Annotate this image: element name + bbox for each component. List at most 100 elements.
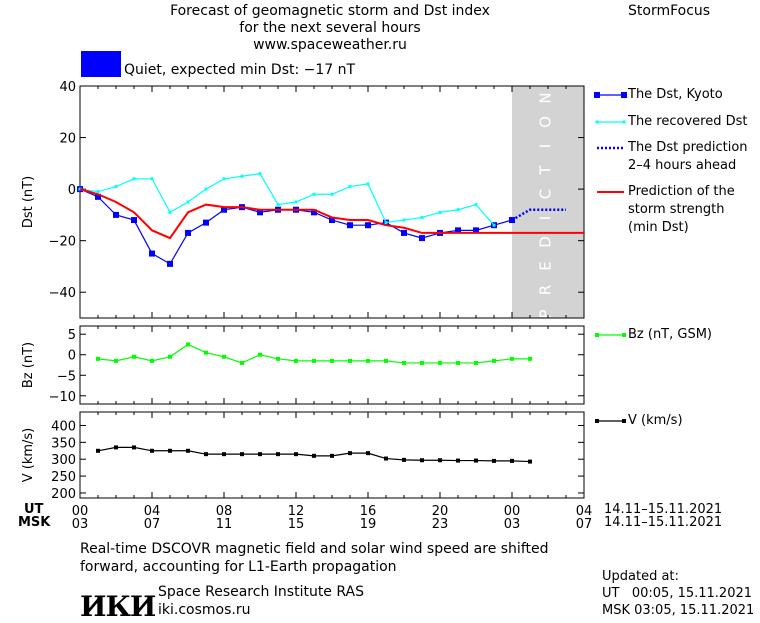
legend-kyoto-glyph-marker <box>621 92 627 98</box>
data-point <box>149 250 155 257</box>
data-point <box>456 458 460 463</box>
ut-tick-label: 12 <box>288 504 305 519</box>
data-point <box>204 187 208 191</box>
data-point <box>311 209 317 216</box>
legend-dst-prediction: The Dst prediction 2–4 hours ahead <box>628 139 748 175</box>
legend-bz: Bz (nT, GSM) <box>628 327 713 342</box>
data-point <box>258 352 262 357</box>
y-tick-label: 250 <box>51 470 76 485</box>
data-point <box>150 177 154 181</box>
data-point <box>492 223 496 227</box>
y-tick-label: −40 <box>49 286 76 301</box>
data-point <box>312 192 316 196</box>
msk-tick-label: 11 <box>216 517 233 532</box>
data-point <box>167 260 173 267</box>
data-point <box>222 177 226 181</box>
updated-label: Updated at: <box>602 569 679 584</box>
data-point <box>402 218 406 222</box>
y-tick-label: −5 <box>57 369 76 384</box>
updated-ut: UT 00:05, 15.11.2021 <box>602 586 753 601</box>
data-point <box>473 227 479 234</box>
msk-tick-label: 07 <box>144 517 161 532</box>
data-point <box>186 342 190 347</box>
title-line-2: for the next several hours <box>239 20 421 36</box>
legend-v-glyph-marker <box>622 419 626 423</box>
data-point <box>258 172 262 176</box>
msk-tick-label: 03 <box>504 517 521 532</box>
data-point <box>455 227 461 234</box>
ut-tick-label: 16 <box>360 504 377 519</box>
brand-label: StormFocus <box>628 3 711 19</box>
footnote-line-2: forward, accounting for L1-Earth propaga… <box>80 559 397 575</box>
institute-site-link[interactable]: iki.cosmos.ru <box>158 602 251 618</box>
data-point <box>240 174 244 178</box>
y-tick-label: 300 <box>51 453 76 468</box>
data-point <box>330 192 334 196</box>
prediction-letter: I <box>537 144 555 148</box>
legend-dst-recovered: The recovered Dst <box>628 114 748 129</box>
data-point <box>510 356 514 361</box>
data-point <box>366 451 370 456</box>
data-point <box>474 203 478 207</box>
legend-dst-prediction-line-2: 2–4 hours ahead <box>628 158 737 173</box>
data-point <box>365 222 371 229</box>
series-line <box>79 188 513 265</box>
data-point <box>419 235 425 242</box>
data-point <box>131 217 137 224</box>
data-point <box>114 445 118 450</box>
data-point <box>420 458 424 463</box>
data-point <box>114 185 118 189</box>
data-point <box>420 215 424 219</box>
data-point <box>222 354 226 359</box>
prediction-letter: C <box>537 189 555 199</box>
prediction-letter: T <box>537 165 555 176</box>
data-point <box>204 350 208 355</box>
data-point <box>276 203 280 207</box>
legend-recovered-glyph-marker <box>595 120 599 124</box>
data-point <box>312 358 316 363</box>
data-point <box>420 360 424 365</box>
chart-title: Forecast of geomagnetic storm and Dst in… <box>110 3 550 54</box>
data-point <box>438 458 442 463</box>
ut-row-label: UT <box>24 502 44 517</box>
data-point <box>96 448 100 453</box>
data-point <box>276 356 280 361</box>
legend-storm-strength: Prediction of the storm strength (min Ds… <box>628 183 735 237</box>
y-tick-label: −10 <box>49 390 76 405</box>
y-tick-label: 0 <box>68 183 76 198</box>
data-point <box>203 219 209 226</box>
data-point <box>240 452 244 457</box>
data-point <box>168 448 172 453</box>
msk-tick-label: 03 <box>72 517 89 532</box>
data-point <box>276 452 280 457</box>
prediction-letter: O <box>537 116 555 128</box>
data-point <box>348 185 352 189</box>
data-point <box>384 221 388 225</box>
title-line-1: Forecast of geomagnetic storm and Dst in… <box>170 3 490 19</box>
prediction-zone <box>512 86 584 318</box>
data-point <box>114 358 118 363</box>
data-point <box>132 354 136 359</box>
data-point <box>185 229 191 236</box>
data-point <box>150 358 154 363</box>
data-point <box>492 458 496 463</box>
msk-tick-label: 15 <box>288 517 305 532</box>
ut-tick-label: 00 <box>504 504 521 519</box>
msk-row-label: MSK <box>18 515 51 530</box>
data-point <box>132 177 136 181</box>
data-point <box>401 229 407 236</box>
y-tick-label: 40 <box>59 80 76 95</box>
data-point <box>528 459 532 464</box>
data-point <box>456 208 460 212</box>
legend-bz-glyph-marker <box>622 333 626 337</box>
data-point <box>510 458 514 463</box>
updated-info: Updated at: UT 00:05, 15.11.2021 MSK 03:… <box>602 568 754 619</box>
msk-tick-label: 07 <box>576 517 593 532</box>
data-point <box>438 360 442 365</box>
footnote: Real-time DSCOVR magnetic field and sola… <box>80 540 549 576</box>
prediction-letter: P <box>537 309 555 318</box>
ut-date-range: 14.11–15.11.2021 <box>604 502 723 517</box>
data-point <box>186 448 190 453</box>
data-point <box>221 206 227 213</box>
